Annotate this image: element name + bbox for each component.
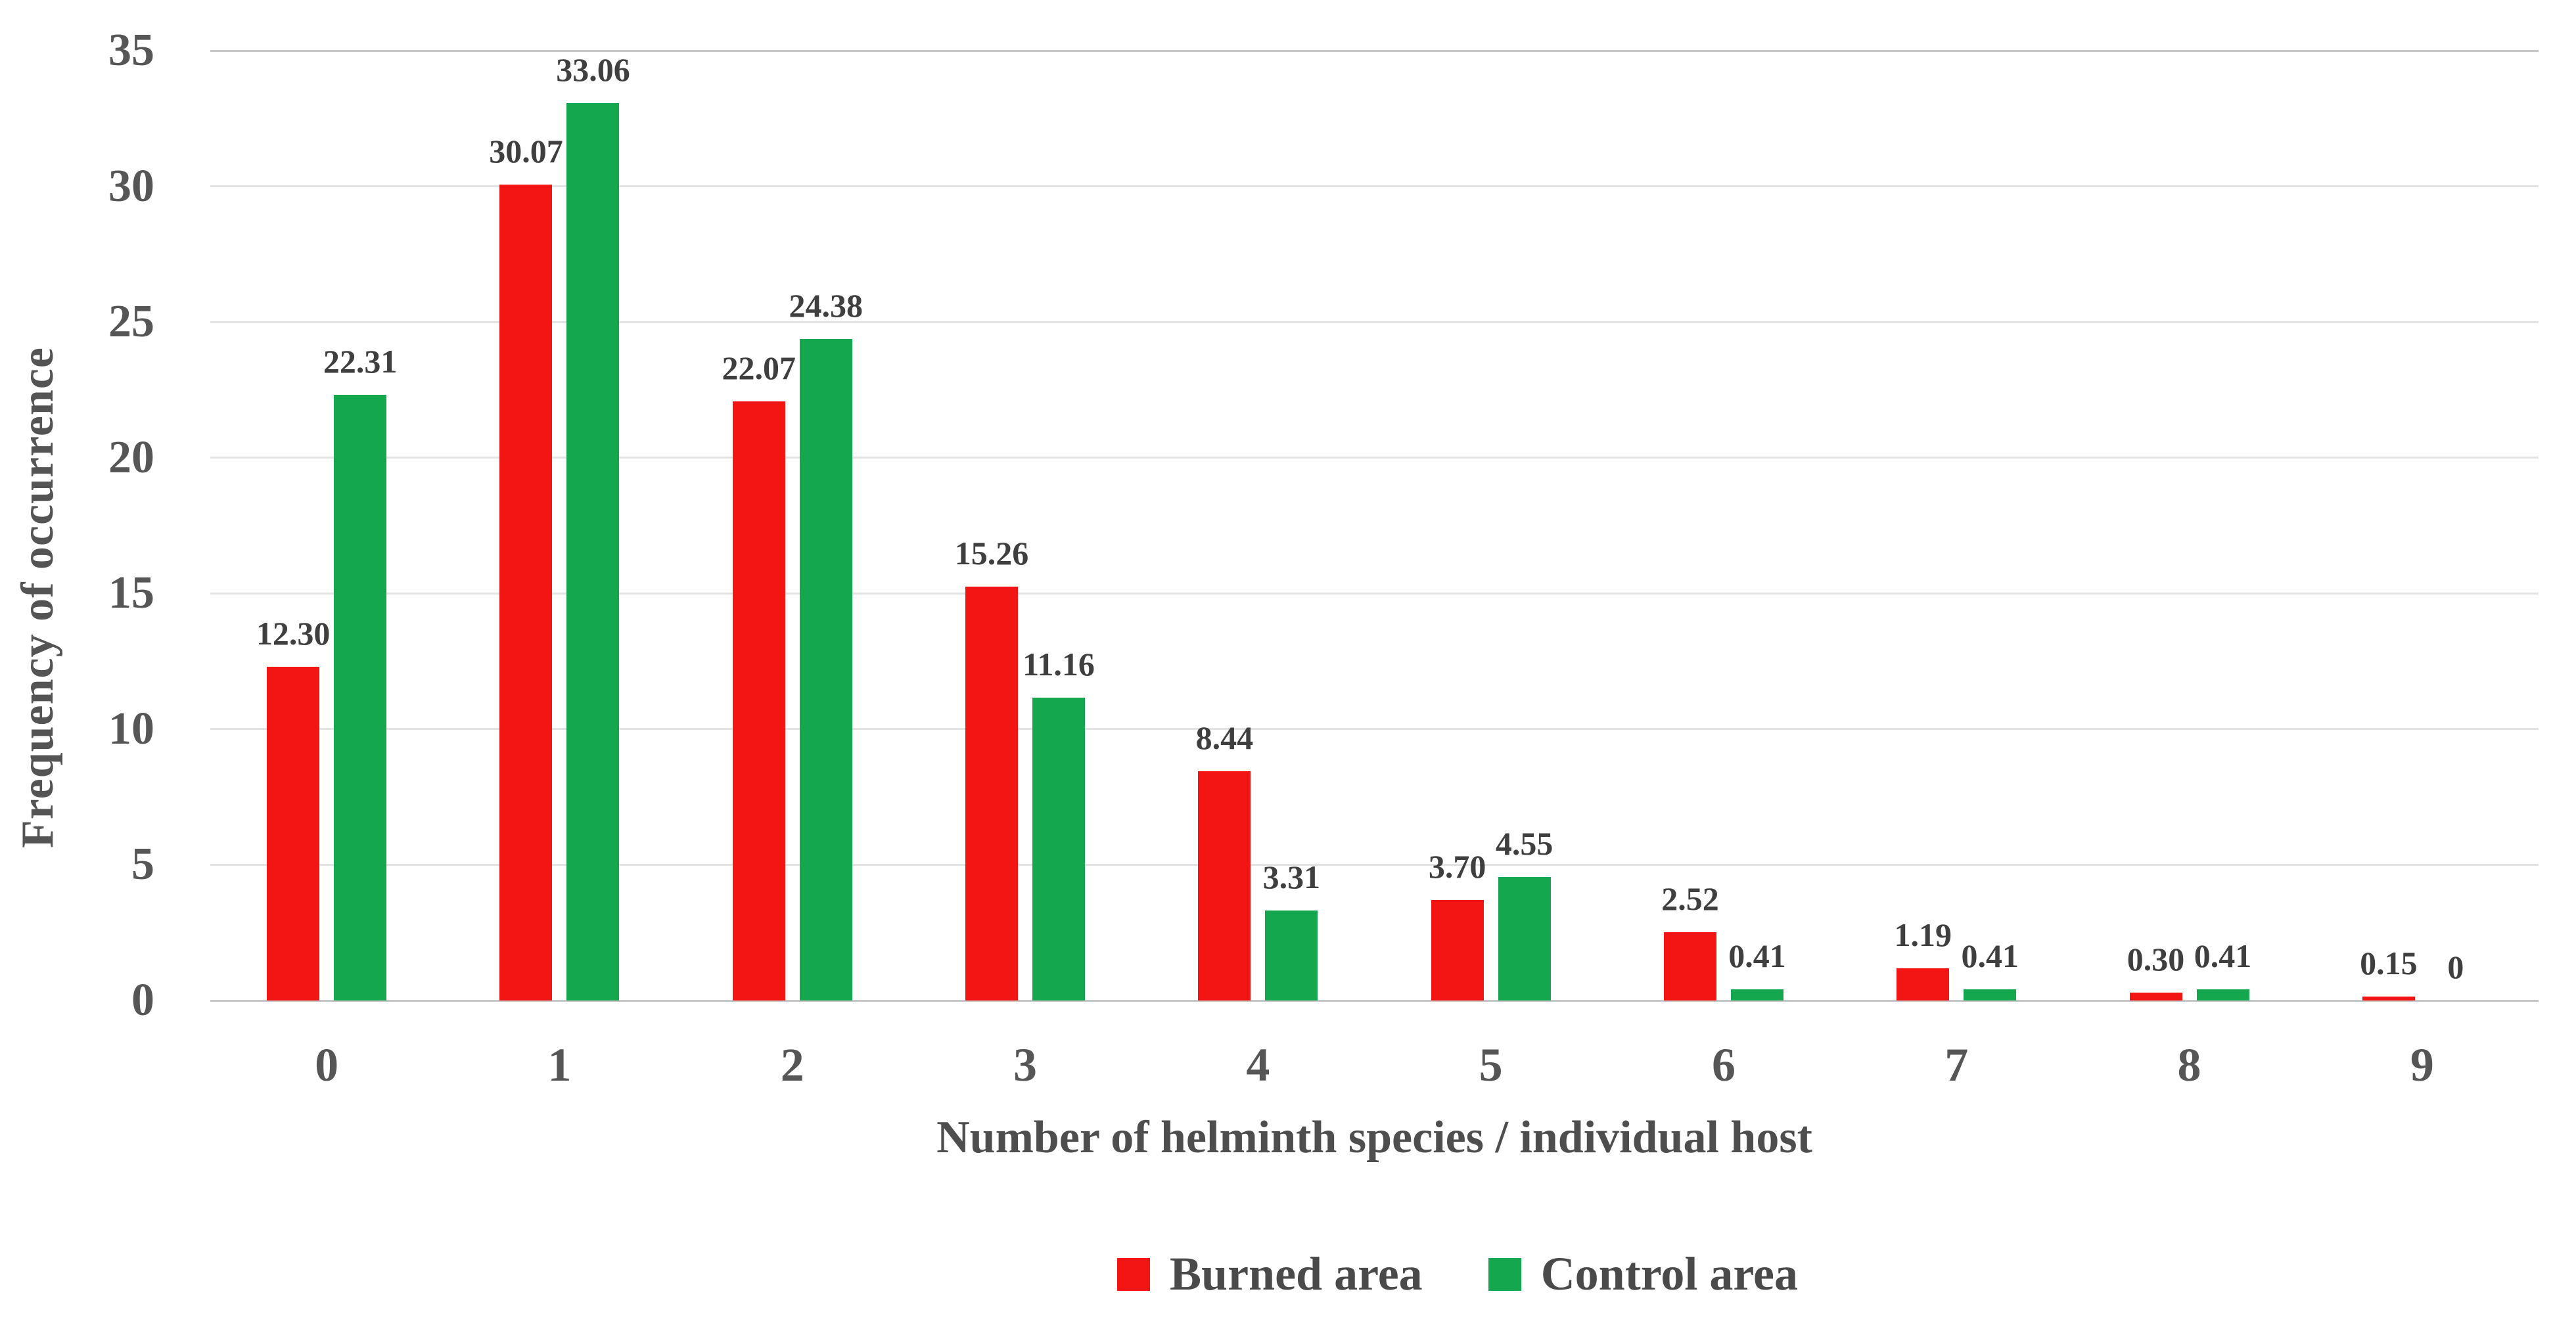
y-axis: 0 5 10 15 20 25 30 35 [0,25,164,1025]
bar-control-area [1032,697,1086,1001]
x-axis-title: Number of helminth species / individual … [936,1112,1812,1163]
bar-burned-area [1663,932,1716,1001]
legend-swatch-control-area [1488,1257,1521,1291]
bar-value-label: 0.30 [2127,940,2185,978]
legend-entry-control-area: Control area [1488,1247,1798,1301]
bar-control-area [1730,989,1783,1001]
bar-control-area [334,395,387,1001]
bar-value-label: 8.44 [1195,719,1254,757]
legend-label: Burned area [1170,1248,1423,1300]
bar-control-area [1498,877,1551,1001]
gridline [210,999,2539,1002]
x-axis-tick-label: 3 [1013,1039,1038,1091]
gridline [210,863,2539,866]
gridline [210,592,2539,595]
bar-burned-area [267,666,320,1001]
bar-value-label: 0.15 [2360,944,2418,981]
y-axis-tick-label: 25 [108,296,154,348]
gridline [210,457,2539,459]
y-axis-tick-label: 5 [131,839,154,890]
gridline [210,728,2539,731]
bar-value-label: 15.26 [954,534,1029,572]
x-axis-tick-label: 2 [780,1039,804,1091]
x-axis-tick-label: 5 [1479,1039,1503,1091]
x-axis-tick-label: 8 [2177,1039,2201,1091]
legend: Burned area Control area [1117,1247,1798,1301]
y-axis-tick-label: 30 [108,160,154,212]
bar-burned-area [732,401,785,1001]
bar-control-area [1265,911,1318,1001]
bar-value-label: 0.41 [2194,937,2252,975]
bar-value-label: 2.52 [1661,880,1719,917]
bar-value-label: 1.19 [1894,916,1952,953]
y-axis-tick-label: 20 [108,432,154,483]
bar-value-label: 33.06 [556,51,630,89]
bar-value-label: 11.16 [1023,645,1095,683]
bar-value-label: 30.07 [489,132,563,169]
legend-entry-burned-area: Burned area [1117,1247,1423,1301]
x-axis-tick-label: 7 [1944,1039,1969,1091]
x-axis-tick-label: 1 [547,1039,572,1091]
legend-label: Control area [1540,1248,1798,1300]
bar-value-label: 0 [2447,949,2464,985]
bar-burned-area [499,184,553,1001]
bar-value-label: 0.41 [1728,937,1786,975]
bar-value-label: 3.31 [1262,859,1321,896]
bar-burned-area [1431,900,1484,1001]
bar-value-label: 22.07 [722,349,796,387]
bar-control-area [566,103,620,1001]
bar-control-area [799,338,852,1001]
bar-value-label: 24.38 [789,286,863,324]
gridline [210,49,2539,52]
bar-value-label: 22.31 [323,343,398,380]
y-axis-tick-label: 0 [131,975,154,1025]
bar-burned-area [1897,968,1950,1001]
y-axis-tick-label: 35 [108,25,154,76]
bar-value-label: 12.30 [256,614,331,652]
bar-burned-area [2129,992,2182,1001]
x-axis-tick-label: 4 [1246,1039,1270,1091]
legend-swatch-burned-area [1117,1257,1150,1291]
x-axis: 0 1 2 3 4 5 6 7 8 9 [210,1025,2539,1097]
bar-burned-area [965,586,1019,1001]
x-axis-tick-label: 6 [1711,1039,1736,1091]
bar-burned-area [1198,771,1251,1001]
bar-burned-area [2362,996,2415,1001]
y-axis-tick-label: 10 [108,703,154,754]
gridline [210,321,2539,323]
bar-value-label: 0.41 [1961,937,2019,975]
bar-control-area [1964,989,2017,1001]
y-axis-tick-label: 15 [108,568,154,619]
bar-value-label: 4.55 [1495,825,1553,863]
bar-control-area [2196,989,2249,1001]
bar-value-label: 3.70 [1428,848,1486,886]
gridline [210,185,2539,188]
x-axis-tick-label: 0 [315,1039,339,1091]
x-axis-tick-label: 9 [2410,1039,2434,1091]
plot-area: 12.30 22.31 30.07 33.06 22.07 24.38 15.26 11.16… [210,49,2539,1002]
